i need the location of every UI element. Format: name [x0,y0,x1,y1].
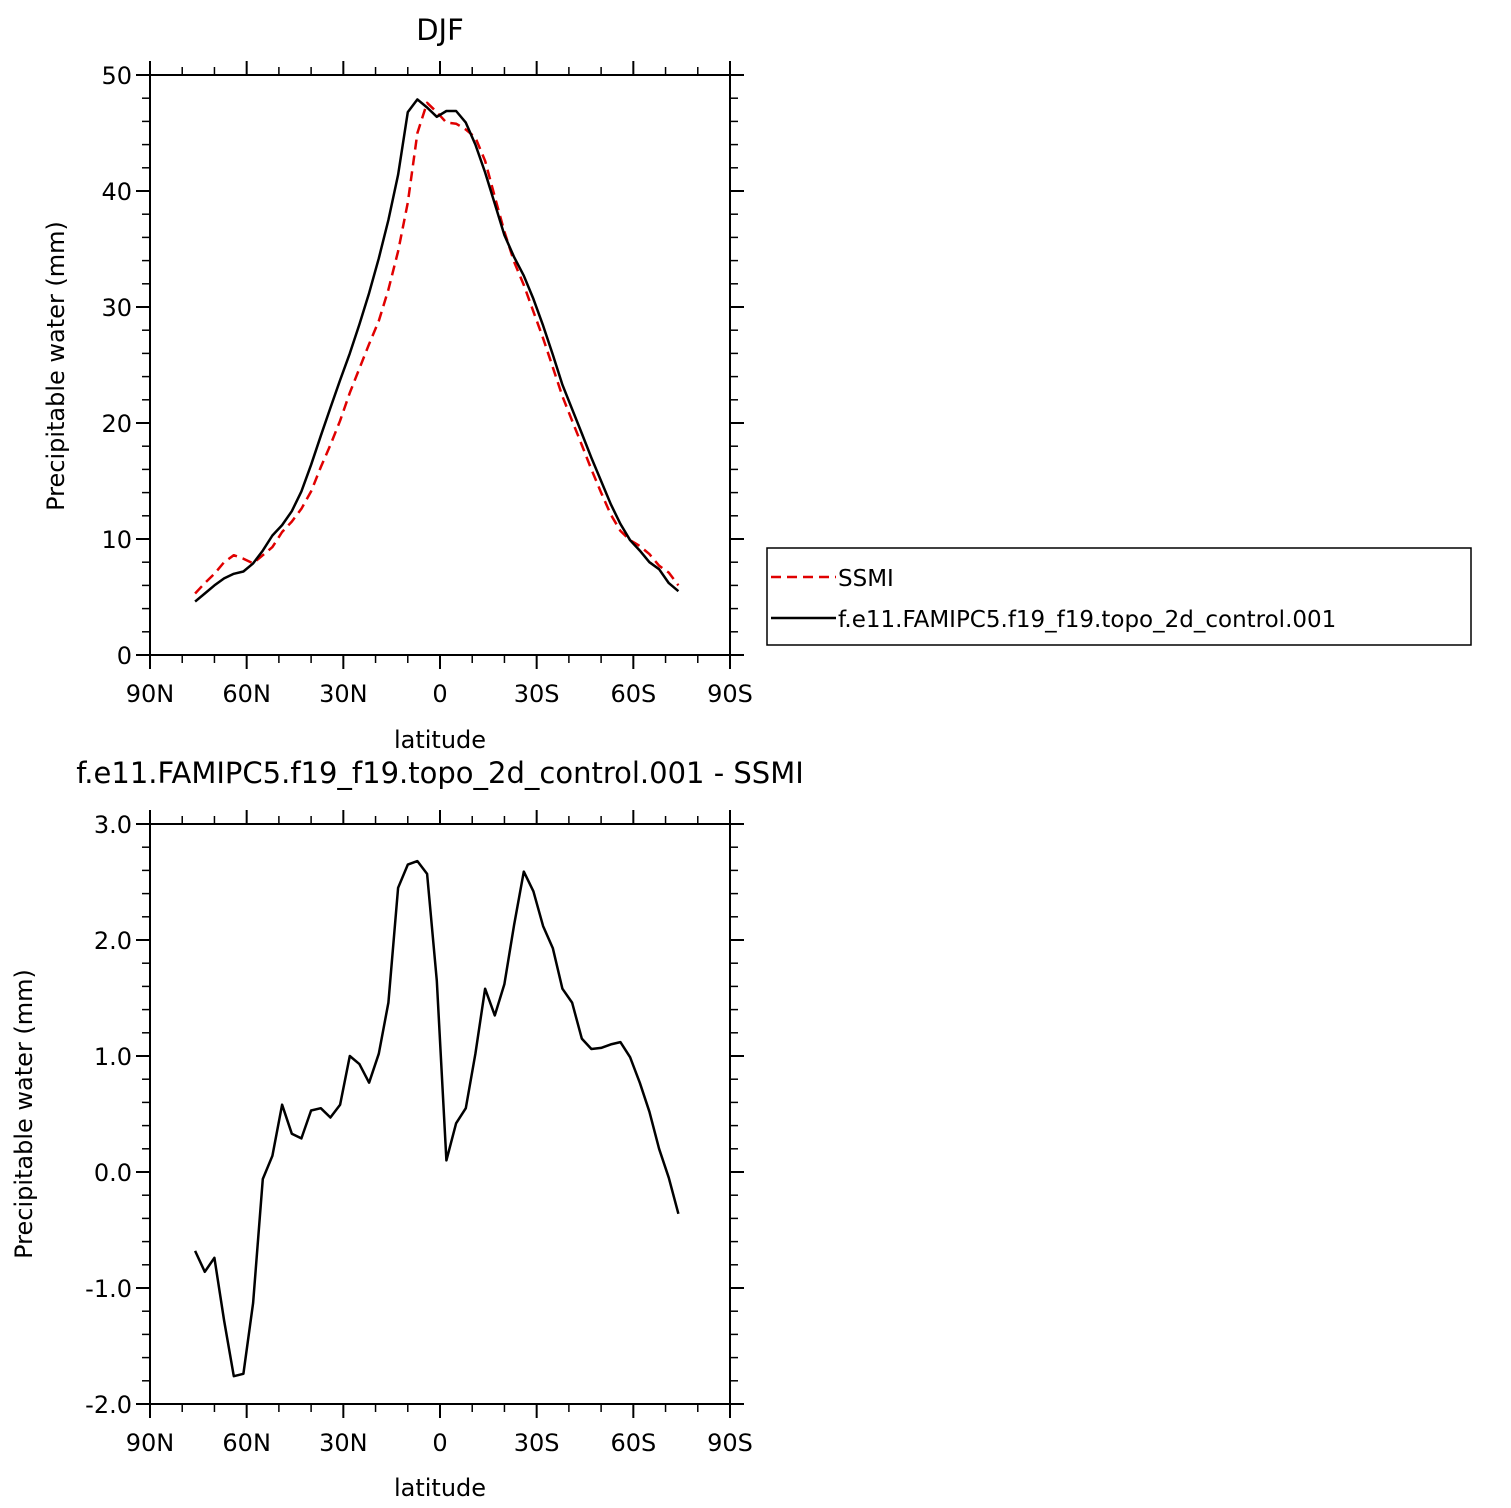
chart-title: DJF [416,13,464,47]
x-tick-label: 30N [319,680,368,708]
legend: SSMI f.e11.FAMIPC5.f19_f19.topo_2d_contr… [766,547,1472,646]
x-axis-label: latitude [394,726,486,754]
y-tick-label: -2.0 [85,1391,132,1419]
x-axis-label: latitude [394,1474,486,1502]
x-tick-label: 90S [707,1429,753,1457]
y-tick-label: 0.0 [94,1159,132,1187]
x-tick-label: 60S [610,1429,656,1457]
y-tick-label: 3.0 [94,811,132,839]
legend-box [766,547,1472,646]
y-tick-label: 50 [101,62,132,90]
x-tick-label: 60N [222,680,271,708]
x-tick-label: 90N [126,1429,175,1457]
x-tick-label: 0 [432,1429,447,1457]
x-tick-label: 90S [707,680,753,708]
y-tick-label: 0 [117,642,132,670]
x-tick-label: 60N [222,1429,271,1457]
y-tick-label: 1.0 [94,1043,132,1071]
y-tick-label: 2.0 [94,927,132,955]
x-tick-label: 90N [126,680,175,708]
y-tick-label: 30 [101,294,132,322]
series-lines [193,859,680,1378]
y-axis-label: Precipitable water (mm) [42,221,70,511]
series-line-2 [194,98,680,603]
panel-top: DJF 90N 60N 30N 0 30S 60S 90S 0 10 20 30 40 50 latit… [42,13,753,754]
x-tick-label: 30S [514,1429,560,1457]
x-tick-label: 30N [319,1429,368,1457]
y-tick-label: 10 [101,526,132,554]
legend-label-ssmi: SSMI [838,566,894,592]
y-axis-label: Precipitable water (mm) [10,969,38,1259]
axis-ticks: 90N 60N 30N 0 30S 60S 90S -2.0 -1.0 0.0 1.0 2.0 3.0 [85,810,753,1457]
x-tick-label: 60S [610,680,656,708]
x-tick-label: 0 [432,680,447,708]
x-tick-label: 30S [514,680,560,708]
legend-label-model: f.e11.FAMIPC5.f19_f19.topo_2d_control.00… [838,607,1336,633]
chart-title: f.e11.FAMIPC5.f19_f19.topo_2d_control.00… [76,756,804,790]
y-tick-label: 40 [101,178,132,206]
axis-ticks: 90N 60N 30N 0 30S 60S 90S 0 10 20 30 40 50 [101,61,753,708]
panel-bottom: f.e11.FAMIPC5.f19_f19.topo_2d_control.00… [10,756,804,1502]
y-tick-label: 20 [101,410,132,438]
series-lines [194,98,680,603]
series-line-1 [193,859,680,1378]
y-tick-label: -1.0 [85,1275,132,1303]
